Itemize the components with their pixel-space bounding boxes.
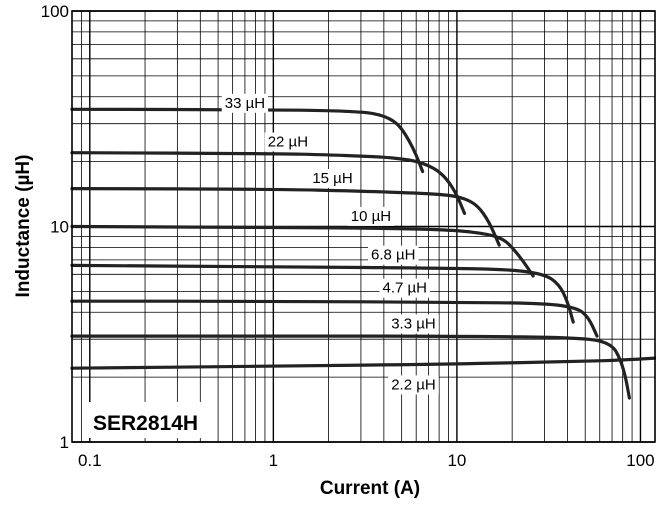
series-label-text: 22 µH <box>268 133 308 150</box>
series-line-33H <box>70 107 425 174</box>
series-label-bg <box>309 168 356 188</box>
series-label-bg <box>347 206 395 226</box>
y-axis-label: Inductance (µH) <box>13 155 34 298</box>
series-label: 4.7 µH <box>379 278 431 298</box>
series-lines <box>70 107 656 400</box>
series-label-bg <box>388 314 439 334</box>
series-line-10H <box>70 224 535 278</box>
series-line-2.2H <box>70 356 656 370</box>
series-label: 22 µH <box>264 132 312 152</box>
series-label-bg <box>388 375 439 395</box>
series-label-bg <box>379 278 431 298</box>
tick-labels: 0.1 1 10 100 1 10 100 <box>41 2 655 470</box>
product-label-box: SER2814H <box>82 402 208 438</box>
series-label-bg <box>221 93 269 113</box>
series-line-3.3H <box>70 334 631 400</box>
series-label: 33 µH <box>221 93 269 113</box>
series-line-15H <box>70 187 501 247</box>
x-tick-label: 0.1 <box>78 451 102 470</box>
series-label-text: 3.3 µH <box>391 315 436 332</box>
plot-frame <box>71 10 656 443</box>
series-labels: 33 µH 22 µH 15 µH 10 µH 6.8 µH 4.7 µH 3.3 µH 2.… <box>221 93 439 395</box>
series-label-text: 33 µH <box>225 95 265 112</box>
y-tick-label: 100 <box>41 2 69 21</box>
series-label-text: 6.8 µH <box>371 247 416 264</box>
series-label: 15 µH <box>309 168 356 188</box>
series-line-6.8H <box>70 263 575 324</box>
x-tick-label: 10 <box>447 451 466 470</box>
x-tick-label: 100 <box>626 451 654 470</box>
product-label: SER2814H <box>93 412 198 435</box>
series-label: 6.8 µH <box>368 245 419 265</box>
series-label: 3.3 µH <box>388 314 439 334</box>
series-label-bg <box>368 245 419 265</box>
x-tick-label: 1 <box>269 451 278 470</box>
series-label-text: 10 µH <box>351 208 391 225</box>
series-label-text: 4.7 µH <box>383 280 428 297</box>
series-label: 10 µH <box>347 206 395 226</box>
series-label-bg <box>264 132 312 152</box>
series-label-text: 15 µH <box>312 170 352 187</box>
y-tick-label: 10 <box>50 218 69 237</box>
series-label-text: 2.2 µH <box>391 376 436 393</box>
series-line-4.7H <box>70 299 599 338</box>
x-axis-label: Current (A) <box>320 478 420 499</box>
series-line-22H <box>70 151 467 215</box>
series-label: 2.2 µH <box>388 375 439 395</box>
y-tick-label: 1 <box>60 433 69 452</box>
